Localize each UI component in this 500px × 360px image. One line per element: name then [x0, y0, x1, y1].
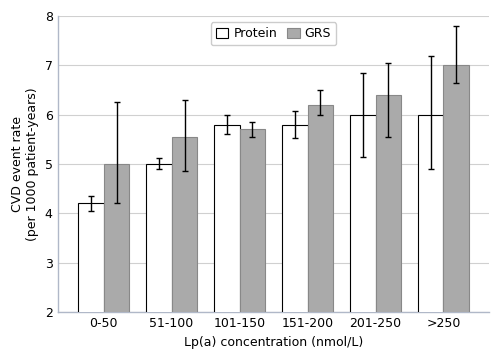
Bar — [282, 125, 308, 360]
Bar — [240, 130, 266, 360]
Bar — [146, 164, 172, 360]
Bar — [376, 95, 402, 360]
Bar — [78, 203, 104, 360]
Bar — [104, 164, 130, 360]
Y-axis label: CVD event rate
(per 1000 patient-years): CVD event rate (per 1000 patient-years) — [11, 87, 39, 241]
Bar — [172, 137, 198, 360]
Bar — [418, 115, 444, 360]
Bar — [214, 125, 240, 360]
Bar — [444, 66, 469, 360]
Bar — [308, 105, 334, 360]
X-axis label: Lp(a) concentration (nmol/L): Lp(a) concentration (nmol/L) — [184, 336, 363, 349]
Bar — [350, 115, 376, 360]
Legend: Protein, GRS: Protein, GRS — [211, 22, 336, 45]
